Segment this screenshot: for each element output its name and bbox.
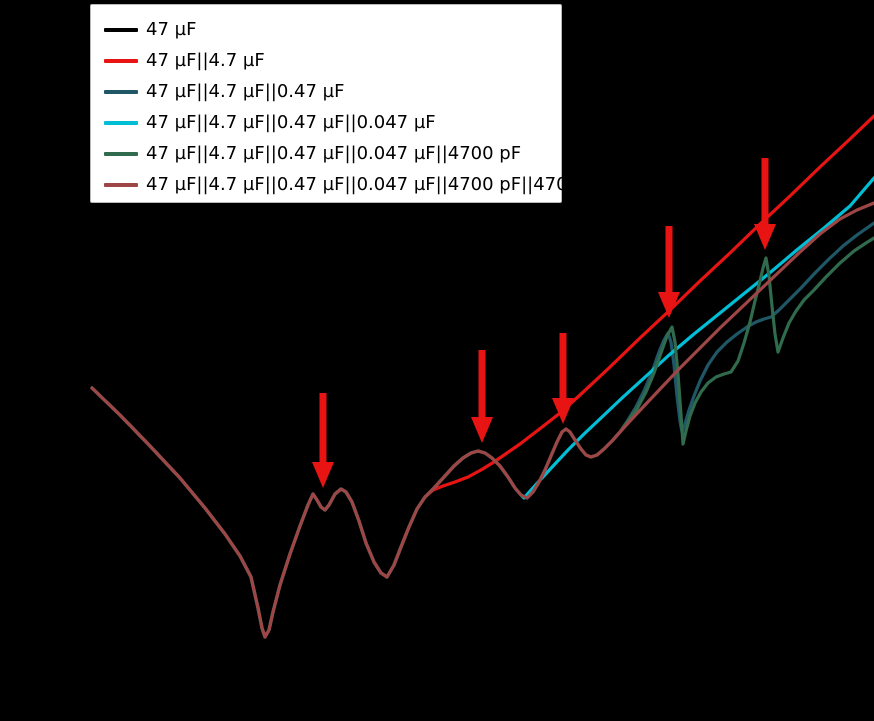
legend-item: 47 µF||4.7 µF: [91, 45, 561, 76]
annotation-arrow-3: [552, 333, 574, 424]
legend-item: 47 µF||4.7 µF||0.47 µF||0.047 µF||4700 p…: [91, 138, 561, 169]
annotation-arrow-5: [754, 158, 776, 250]
legend-item: 47 µF||4.7 µF||0.47 µF: [91, 76, 561, 107]
legend-item: 47 µF||4.7 µF||0.47 µF||0.047 µF||4700 p…: [91, 169, 595, 200]
legend-swatch-line: [104, 182, 138, 187]
legend-swatch-line: [104, 151, 138, 156]
legend: 47 µF 47 µF||4.7 µF 47 µF||4.7 µF||0.47 …: [90, 4, 595, 203]
legend-swatch-line: [104, 120, 138, 125]
legend-item: 47 µF: [91, 14, 561, 45]
legend-label: 47 µF||4.7 µF: [146, 49, 265, 71]
legend-swatch-line: [104, 89, 138, 94]
legend-label: 47 µF||4.7 µF||0.47 µF||0.047 µF||4700 p…: [146, 173, 596, 195]
annotation-arrow-2: [471, 350, 493, 443]
legend-label: 47 µF: [146, 18, 197, 40]
annotation-arrow-1: [312, 393, 334, 488]
legend-swatch-line: [104, 27, 138, 32]
legend-label: 47 µF||4.7 µF||0.47 µF||0.047 µF: [146, 111, 436, 133]
legend-label: 47 µF||4.7 µF||0.47 µF||0.047 µF||4700 p…: [146, 142, 522, 164]
curve-5: [90, 201, 874, 639]
legend-swatch-line: [104, 58, 138, 63]
legend-label: 47 µF||4.7 µF||0.47 µF: [146, 80, 345, 102]
annotation-arrow-4: [658, 226, 680, 318]
legend-item: 47 µF||4.7 µF||0.47 µF||0.047 µF: [91, 107, 561, 138]
